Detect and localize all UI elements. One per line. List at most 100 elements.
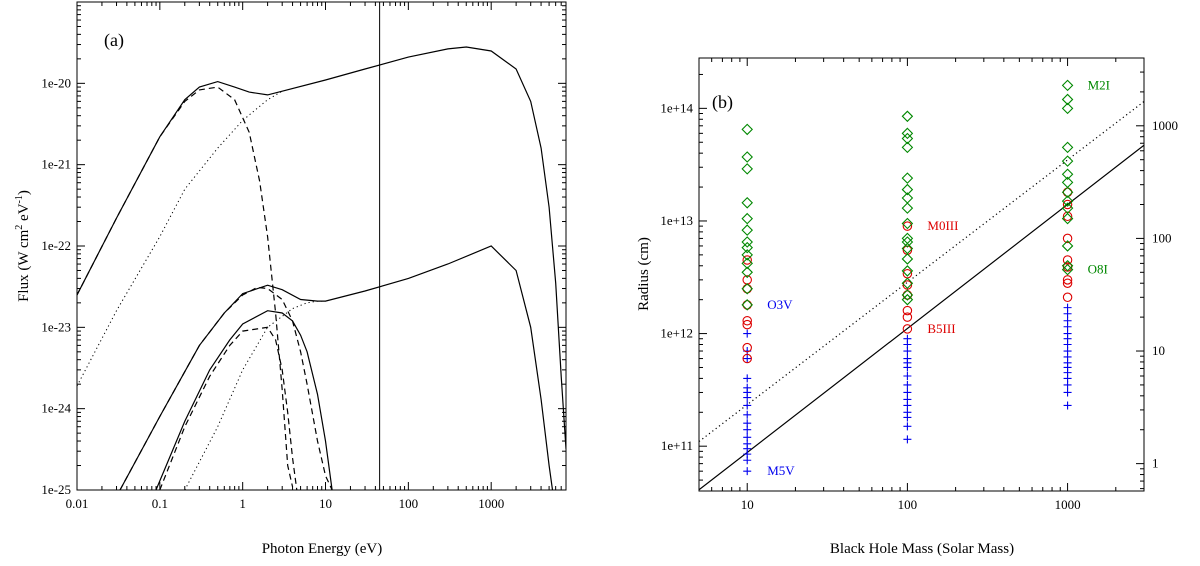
x-tick-label: 10 bbox=[319, 496, 332, 511]
panel-b-ticks: 10 100 1000 1e+11 1e+12 1e+13 1e+14 1 10 100 1000 bbox=[660, 57, 1178, 512]
panel-b-lines bbox=[699, 101, 1144, 491]
panel-b-points bbox=[741, 79, 1074, 476]
circle-marker bbox=[902, 290, 913, 300]
series-line-6-dashed bbox=[159, 326, 298, 490]
diamond-marker bbox=[741, 151, 753, 163]
plus-marker bbox=[743, 419, 752, 428]
x-tick-label: 1 bbox=[239, 496, 246, 511]
star-type-label: B5III bbox=[927, 321, 955, 336]
plus-marker bbox=[1063, 388, 1072, 397]
diamond-marker bbox=[741, 163, 753, 175]
diamond-marker bbox=[901, 141, 914, 154]
panel-a-ticks: 0.01 0.1 1 10 100 1000 1e-25 1e-24 1e-23 1e-22 1e-… bbox=[41, 2, 567, 511]
circle-marker bbox=[902, 280, 913, 290]
panel-b-y-label: Radius (cm) bbox=[636, 237, 652, 311]
plus-marker bbox=[903, 408, 912, 417]
circle-marker bbox=[1062, 278, 1073, 288]
diamond-marker bbox=[741, 266, 753, 279]
diamond-marker bbox=[1061, 155, 1074, 167]
panel-b: 10 100 10001e+111e+121e+131e+141101001000 … bbox=[636, 57, 1178, 557]
plus-marker bbox=[743, 329, 752, 338]
x-tick-label: 0.1 bbox=[152, 496, 168, 511]
plus-marker bbox=[903, 422, 912, 431]
circle-marker bbox=[742, 319, 752, 330]
y-tick-label: 1e-25 bbox=[41, 482, 71, 497]
plus-marker bbox=[903, 388, 912, 397]
circle-marker bbox=[1062, 187, 1073, 197]
panel-b-annotations: M2I M0III O8I O3V B5III M5V bbox=[767, 77, 1110, 478]
x-tick-label: 10 bbox=[741, 497, 754, 512]
diamond-marker bbox=[901, 293, 914, 306]
panel-a-y-label: Flux (W cm2 eV-1) bbox=[14, 190, 32, 302]
circle-marker bbox=[1062, 292, 1073, 303]
diamond-marker bbox=[741, 123, 753, 136]
plus-marker bbox=[743, 467, 752, 476]
plus-marker bbox=[743, 433, 752, 442]
diamond-marker bbox=[901, 217, 914, 230]
panel-b-frame bbox=[698, 57, 1145, 492]
diamond-marker bbox=[1061, 141, 1074, 154]
diamond-marker bbox=[1061, 186, 1074, 198]
y-tick-label: 1e+13 bbox=[660, 213, 693, 228]
star-type-label: O8I bbox=[1088, 262, 1108, 277]
diamond-marker bbox=[741, 197, 753, 209]
diamond-marker bbox=[901, 253, 914, 265]
plus-marker bbox=[1063, 401, 1072, 410]
diamond-marker bbox=[741, 299, 753, 311]
diamond-marker bbox=[901, 232, 914, 245]
diamond-marker bbox=[1061, 102, 1074, 115]
plus-marker bbox=[1063, 316, 1072, 325]
plus-marker bbox=[903, 395, 912, 404]
circle-marker bbox=[902, 221, 913, 231]
diamond-marker bbox=[741, 241, 753, 254]
diamond-marker bbox=[741, 249, 753, 261]
star-type-label: M5V bbox=[767, 463, 795, 478]
y-tick-label: 1e-20 bbox=[41, 75, 71, 90]
plus-marker bbox=[903, 372, 912, 381]
y-label-sup: -1 bbox=[14, 195, 25, 203]
diamond-marker bbox=[1061, 176, 1074, 189]
y-tick-label: 1e+12 bbox=[660, 326, 693, 341]
fit-line-solid bbox=[699, 144, 1144, 491]
circle-marker bbox=[1062, 199, 1073, 210]
y-label-sup: 2 bbox=[14, 225, 25, 230]
y-label-part: eV bbox=[16, 203, 32, 224]
diamond-marker bbox=[1061, 93, 1074, 106]
circle-marker bbox=[902, 324, 913, 334]
series-line-3-solid bbox=[119, 245, 554, 490]
series-line-4-dashed bbox=[119, 286, 333, 490]
plus-marker bbox=[743, 401, 752, 410]
circle-marker bbox=[1062, 275, 1073, 285]
circle-marker bbox=[742, 284, 752, 294]
diamond-marker bbox=[741, 257, 753, 270]
diamond-marker bbox=[901, 132, 914, 145]
diamond-marker bbox=[901, 172, 914, 184]
circle-marker bbox=[902, 305, 913, 316]
diamond-marker bbox=[901, 127, 914, 140]
panel-a-tag: (a) bbox=[104, 30, 124, 51]
y-tick-label: 1e-21 bbox=[41, 157, 71, 172]
x-tick-label: 100 bbox=[898, 497, 918, 512]
y2-tick-label: 100 bbox=[1152, 230, 1172, 245]
circle-marker bbox=[742, 342, 752, 353]
panel-b-x-label: Black Hole Mass (Solar Mass) bbox=[830, 541, 1014, 557]
y-tick-label: 1e+11 bbox=[661, 438, 693, 453]
diamond-marker bbox=[741, 282, 753, 295]
diamond-marker bbox=[901, 192, 914, 204]
y2-tick-label: 1 bbox=[1152, 456, 1159, 471]
diamond-marker bbox=[1061, 79, 1074, 92]
plus-marker bbox=[903, 334, 912, 343]
diamond-marker bbox=[901, 265, 914, 277]
diamond-marker bbox=[1061, 195, 1074, 207]
x-tick-label: 0.01 bbox=[66, 496, 89, 511]
panel-a-series bbox=[77, 2, 566, 490]
diamond-marker bbox=[1061, 260, 1074, 272]
circle-marker bbox=[742, 353, 752, 364]
plus-marker bbox=[743, 410, 752, 419]
circle-marker bbox=[742, 300, 752, 310]
diamond-marker bbox=[901, 242, 914, 255]
panel-b-tag: (b) bbox=[712, 92, 733, 113]
y-label-part: Flux (W cm bbox=[16, 229, 32, 302]
